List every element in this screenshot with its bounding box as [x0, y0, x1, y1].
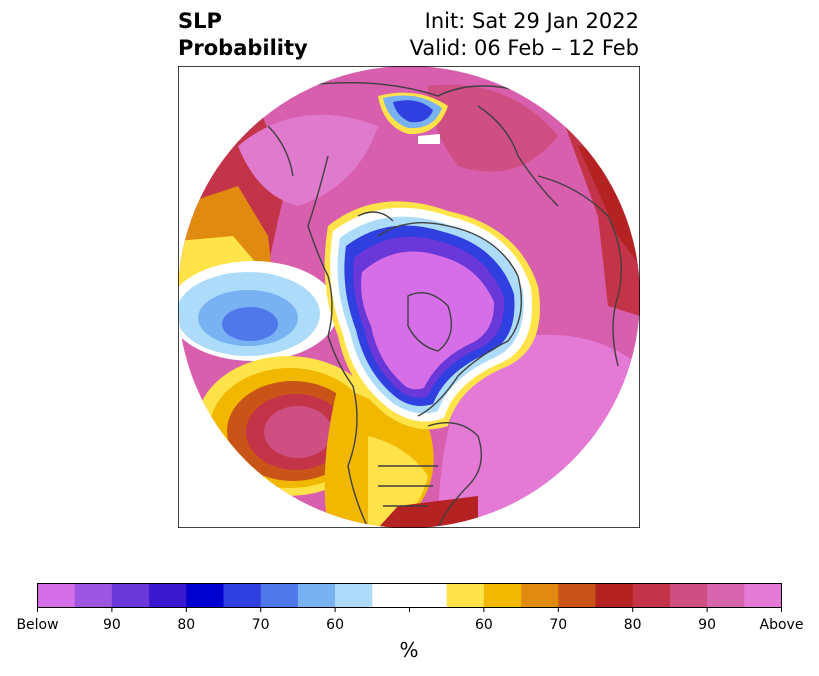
- colorbar-tick-label: 80: [623, 617, 642, 633]
- probability-field: [178, 66, 640, 528]
- colorbar-cell: [372, 583, 410, 608]
- title-line-2: Probability: [178, 36, 308, 60]
- colorbar-tick-label: 90: [102, 617, 121, 633]
- colorbar-cell: [669, 583, 708, 608]
- colorbar-tick-label: 60: [326, 617, 345, 633]
- colorbar-cell: [149, 583, 187, 608]
- valid-range: Valid: 06 Feb – 12 Feb: [409, 36, 639, 60]
- colorbar-cell: [558, 583, 596, 608]
- title-line-1: SLP: [178, 9, 222, 33]
- coastline-layer: [267, 81, 622, 528]
- colorbar-tick-label: Below: [16, 617, 59, 633]
- colorbar-cell: [409, 583, 447, 608]
- colorbar-cell: [744, 583, 782, 608]
- colorbar-cell: [37, 583, 75, 608]
- colorbar-cell: [595, 583, 633, 608]
- colorbar-unit: %: [399, 638, 419, 662]
- colorbar-cell: [260, 583, 299, 608]
- colorbar-cell: [335, 583, 373, 608]
- valid-period: Init: Sat 29 Jan 2022 Valid: 06 Feb – 12…: [410, 8, 639, 62]
- colorbar-cell: [446, 583, 485, 608]
- map-title: SLP Probability: [178, 8, 308, 62]
- colorbar-tick-label: 90: [698, 617, 717, 633]
- colorbar-cell: [74, 583, 113, 608]
- colorbar-cell: [297, 583, 336, 608]
- colorbar-tick-label: Above: [759, 617, 804, 633]
- colorbar-tick-label: 70: [251, 617, 270, 633]
- colorbar-cell: [521, 583, 559, 608]
- colorbar-tick-label: 60: [474, 617, 493, 633]
- colorbar-cell: [632, 583, 671, 608]
- probability-map: [178, 66, 640, 528]
- colorbar-cells: [37, 583, 782, 608]
- colorbar-cell: [483, 583, 522, 608]
- colorbar-tick-label: 80: [177, 617, 196, 633]
- init-date: Init: Sat 29 Jan 2022: [424, 9, 639, 33]
- colorbar-frame: [37, 583, 782, 608]
- colorbar-tick-label: 70: [549, 617, 568, 633]
- colorbar-ticks: [37, 608, 782, 612]
- colorbar-cell: [707, 583, 745, 608]
- colorbar: [37, 583, 782, 612]
- colorbar-cell: [186, 583, 224, 608]
- colorbar-cell: [223, 583, 261, 608]
- colorbar-cell: [111, 583, 150, 608]
